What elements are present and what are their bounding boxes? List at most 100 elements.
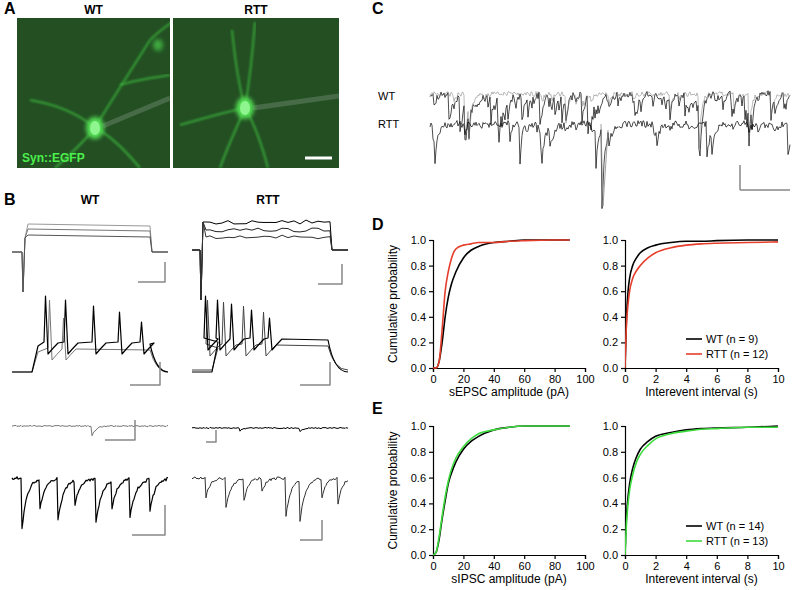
column-title: RTT (256, 193, 280, 207)
tick: 0.0 (411, 362, 433, 374)
tick: 0.4 (411, 311, 433, 323)
tick-mark (494, 368, 495, 372)
panel-label: E (372, 400, 383, 417)
tick: 0.8 (603, 260, 625, 272)
dendrite (245, 22, 255, 108)
tick: 0.2 (411, 523, 433, 535)
axis-line (621, 427, 626, 556)
legend-label: WT (n = 14) (706, 520, 764, 532)
tick: 80 (549, 368, 561, 385)
tick-label: 40 (488, 560, 500, 572)
figure: ABCDEWTRTTSyn::EGFPWTRTTWTRTT02040608010… (0, 0, 800, 590)
tick: 0 (430, 368, 436, 385)
tick-mark (429, 426, 433, 427)
y-axis-title: Cumulative probability (386, 431, 400, 549)
trace (192, 222, 348, 300)
tick-mark (717, 368, 718, 372)
tick-label: 2 (653, 560, 659, 572)
tick: 0.8 (411, 260, 433, 272)
tick-mark (717, 555, 718, 559)
tick-label: 0.4 (603, 497, 618, 509)
tick-label: 10 (772, 560, 784, 572)
tick-label: 20 (458, 560, 470, 572)
tick: 80 (549, 555, 561, 572)
x-axis-title: sIPSC amplitude (pA) (451, 572, 566, 586)
tick: 1.0 (411, 420, 433, 432)
tick-label: 60 (519, 373, 531, 385)
tick-label: 1.0 (603, 234, 618, 246)
scale-bar (305, 157, 332, 160)
x-axis-title: Interevent interval (s) (645, 385, 758, 399)
tick: 60 (519, 368, 531, 385)
tick: 0 (430, 555, 436, 572)
tick: 6 (714, 368, 720, 385)
legend-swatch (686, 338, 702, 340)
tick-label: 0.6 (411, 472, 426, 484)
dendrite (120, 75, 170, 85)
trace (12, 425, 168, 435)
tick-mark (429, 529, 433, 530)
axis-line (434, 369, 586, 373)
trace (192, 296, 348, 372)
trace (192, 220, 348, 300)
tick-label: 0.8 (603, 260, 618, 272)
tick-label: 0.2 (411, 336, 426, 348)
cell-body (236, 97, 254, 119)
tick: 4 (684, 368, 690, 385)
tick-mark (621, 503, 625, 504)
tick-label: 1.0 (411, 234, 426, 246)
tick-label: 0.8 (603, 446, 618, 458)
tick: 0.4 (603, 311, 625, 323)
trace (12, 229, 168, 292)
plot-area (433, 240, 570, 368)
axis-line (429, 241, 434, 369)
series-line (433, 240, 570, 368)
chart: 0204060801000.00.20.40.60.81.0sIPSC ampl… (386, 420, 595, 586)
x-axis-title: sEPSC amplitude (pA) (449, 385, 569, 399)
tick-label: 4 (684, 560, 690, 572)
micrograph (173, 18, 339, 168)
series-line (433, 426, 570, 555)
tick-mark (429, 266, 433, 267)
tick-label: 0.6 (603, 285, 618, 297)
scale-bar (300, 362, 330, 385)
tick: 2 (653, 368, 659, 385)
legend: WT (n = 14)RTT (n = 13) (686, 520, 768, 547)
cell-body (240, 101, 250, 115)
trace (601, 124, 608, 206)
trace (12, 296, 168, 372)
tick-label: 0 (430, 373, 436, 385)
tick-mark (429, 555, 433, 556)
image-title: RTT (244, 3, 268, 17)
tick: 0 (622, 368, 628, 385)
tick-mark (621, 291, 625, 292)
y-axis: 0.00.20.40.60.81.0 (411, 420, 434, 561)
chart: 02468100.00.20.40.60.81.0Interevent inte… (603, 234, 785, 399)
axis-line (621, 241, 626, 369)
dendrite (150, 20, 170, 40)
tick-label: 4 (684, 373, 690, 385)
tick-label: 40 (488, 373, 500, 385)
plot-area (433, 426, 570, 555)
tick-label: 0 (622, 560, 628, 572)
legend-swatch (686, 525, 702, 527)
tick: 2 (653, 555, 659, 572)
tick-label: 0.2 (411, 523, 426, 535)
y-axis: 0.00.20.40.60.81.0 (411, 234, 434, 374)
legend-swatch (686, 353, 702, 355)
tick: 8 (745, 368, 751, 385)
trace (430, 121, 790, 209)
x-axis: 020406080100 (430, 555, 594, 572)
trace (192, 300, 348, 370)
tick: 0.0 (603, 549, 625, 561)
tick: 0.2 (603, 336, 625, 348)
tick-mark (621, 426, 625, 427)
tick-label: 6 (714, 373, 720, 385)
scale-bar (132, 505, 165, 535)
scale-bar (740, 165, 790, 190)
tick-mark (494, 555, 495, 559)
panel-label: B (4, 191, 16, 208)
tick: 10 (772, 555, 784, 572)
tick-label: 80 (549, 560, 561, 572)
tick-mark (778, 368, 779, 372)
